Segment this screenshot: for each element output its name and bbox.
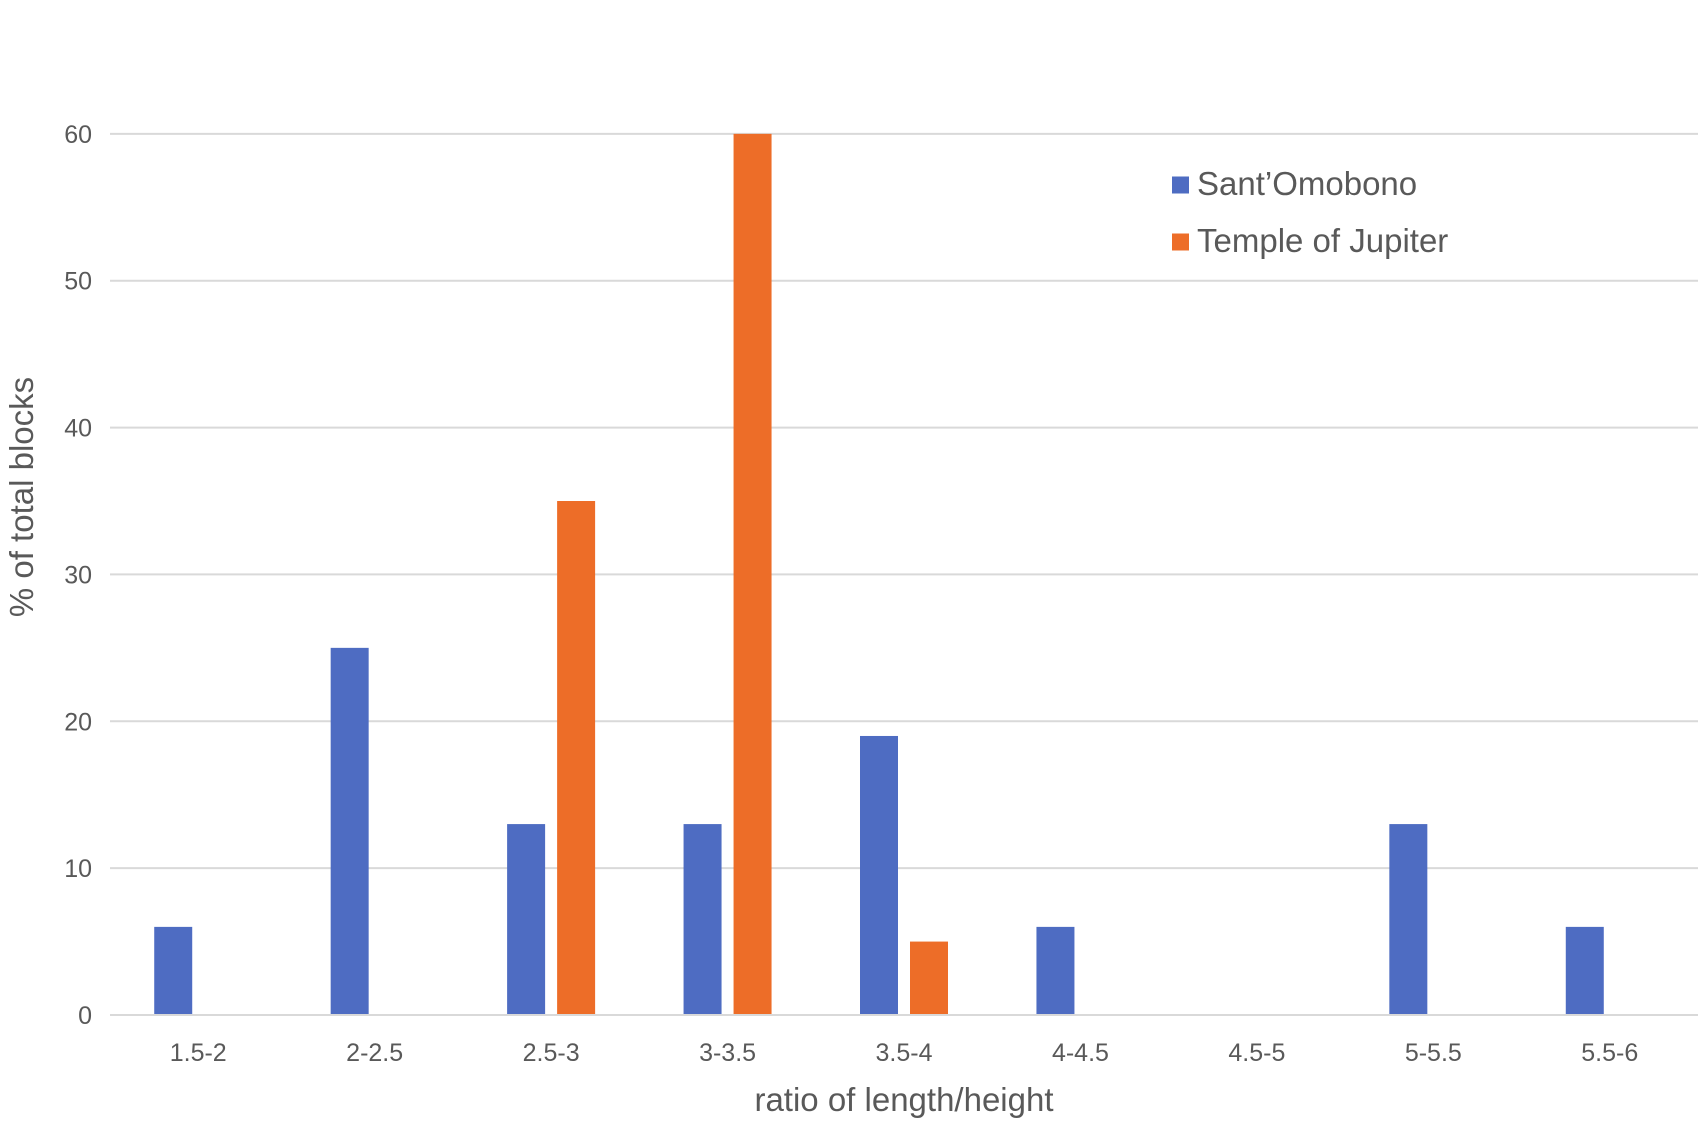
- x-tick-label: 3-3.5: [699, 1039, 756, 1067]
- bar-temple-of-jupiter-3.5-4: [910, 941, 948, 1015]
- x-tick-label: 4.5-5: [1228, 1039, 1285, 1067]
- x-tick-label: 5-5.5: [1405, 1039, 1462, 1067]
- x-axis-ticks: 1.5-2 2-2.5 2.5-3 3-3.5 3.5-4 4-4.5 4.5-5 5-5.5…: [170, 1039, 1639, 1067]
- bar-sant-omobono-5-5.5: [1389, 824, 1428, 1015]
- y-axis-title: % of total blocks: [3, 377, 40, 617]
- y-tick-label: 50: [64, 268, 92, 296]
- bar-sant-omobono-1.5-2: [154, 926, 193, 1015]
- x-tick-label: 3.5-4: [876, 1039, 933, 1067]
- x-tick-label: 4-4.5: [1052, 1039, 1109, 1067]
- legend-swatch-temple-of-jupiter: [1172, 233, 1189, 251]
- bar-temple-of-jupiter-2.5-3: [557, 501, 596, 1015]
- x-tick-label: 2.5-3: [523, 1039, 580, 1067]
- gridlines: [110, 132, 1698, 870]
- y-tick-label: 20: [64, 708, 92, 736]
- legend-label-temple-of-jupiter: Temple of Jupiter: [1197, 222, 1448, 259]
- bar-sant-omobono-2-2.5: [330, 647, 369, 1015]
- x-tick-label: 2-2.5: [346, 1039, 403, 1067]
- legend-swatch-sant-omobono: [1172, 176, 1189, 194]
- y-axis-ticks: 0 10 20 30 40 50 60 70: [64, 0, 92, 1030]
- y-tick-label: 30: [64, 561, 92, 589]
- bar-sant-omobono-4-4.5: [1036, 926, 1075, 1015]
- bar-sant-omobono-5.5-6: [1565, 926, 1604, 1015]
- bar-sant-omobono-3.5-4: [860, 735, 898, 1015]
- y-tick-label: 40: [64, 415, 92, 443]
- legend-label-sant-omobono: Sant’Omobono: [1197, 165, 1417, 202]
- x-tick-label: 1.5-2: [170, 1039, 227, 1067]
- y-tick-label: 10: [64, 855, 92, 883]
- legend: Sant’Omobono Temple of Jupiter: [1172, 165, 1448, 259]
- y-tick-label: 70: [64, 0, 92, 2]
- bars: [154, 133, 1604, 1015]
- x-tick-label: 5.5-6: [1581, 1039, 1638, 1067]
- bar-sant-omobono-2.5-3: [507, 824, 546, 1015]
- x-axis-title: ratio of length/height: [754, 1081, 1053, 1118]
- bar-sant-omobono-3-3.5: [683, 824, 722, 1015]
- y-tick-label: 60: [64, 121, 92, 149]
- y-tick-label: 0: [78, 1002, 92, 1030]
- bar-temple-of-jupiter-3-3.5: [733, 133, 772, 1015]
